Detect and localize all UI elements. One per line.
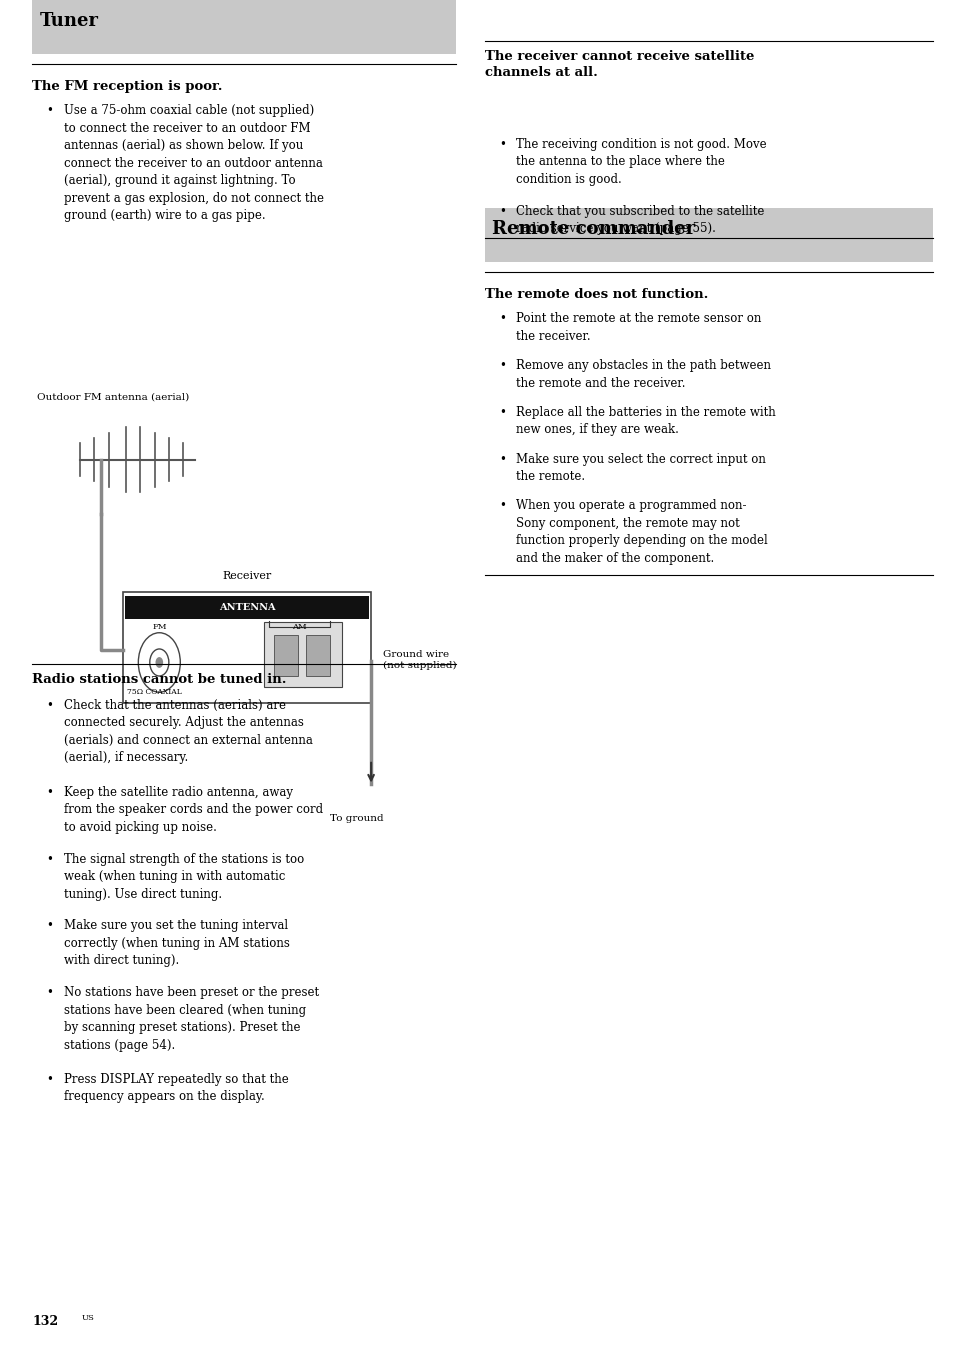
Text: Radio stations cannot be tuned in.: Radio stations cannot be tuned in.	[32, 673, 287, 687]
Text: Press DISPLAY repeatedly so that the
frequency appears on the display.: Press DISPLAY repeatedly so that the fre…	[64, 1073, 289, 1103]
Text: •: •	[47, 699, 53, 713]
Text: Remove any obstacles in the path between
the remote and the receiver.: Remove any obstacles in the path between…	[516, 360, 770, 389]
Text: The receiver cannot receive satellite
channels at all.: The receiver cannot receive satellite ch…	[484, 50, 753, 78]
Bar	[264, 622, 342, 687]
Text: Receiver: Receiver	[222, 572, 272, 581]
Text: •: •	[47, 786, 53, 799]
Bar	[125, 596, 369, 619]
Text: •: •	[498, 453, 505, 465]
Text: •: •	[47, 919, 53, 933]
Text: 75Ω COAXIAL: 75Ω COAXIAL	[127, 688, 181, 696]
Text: •: •	[498, 360, 505, 372]
Bar	[274, 635, 297, 676]
Text: Replace all the batteries in the remote with
new ones, if they are weak.: Replace all the batteries in the remote …	[516, 406, 775, 437]
Text: Point the remote at the remote sensor on
the receiver.: Point the remote at the remote sensor on…	[516, 312, 760, 343]
Text: FM: FM	[152, 623, 167, 631]
Text: Outdoor FM antenna (aerial): Outdoor FM antenna (aerial)	[37, 392, 190, 402]
Bar	[306, 635, 330, 676]
Text: Make sure you select the correct input on
the remote.: Make sure you select the correct input o…	[516, 453, 765, 483]
Text: To ground: To ground	[330, 814, 383, 823]
Text: Remote commander: Remote commander	[492, 220, 695, 238]
Text: •: •	[47, 104, 53, 118]
Text: •: •	[498, 406, 505, 419]
Text: No stations have been preset or the preset
stations have been cleared (when tuni: No stations have been preset or the pres…	[64, 986, 318, 1052]
Text: The FM reception is poor.: The FM reception is poor.	[32, 80, 223, 93]
Text: 132: 132	[32, 1314, 58, 1328]
Text: •: •	[47, 853, 53, 865]
Text: •: •	[47, 1073, 53, 1086]
Bar	[32, 0, 456, 54]
Text: •: •	[498, 204, 505, 218]
Text: The remote does not function.: The remote does not function.	[484, 288, 707, 301]
Text: Ground wire
(not supplied): Ground wire (not supplied)	[382, 650, 456, 671]
Bar	[484, 208, 932, 262]
Text: ANTENNA: ANTENNA	[218, 603, 275, 612]
Text: The signal strength of the stations is too
weak (when tuning in with automatic
t: The signal strength of the stations is t…	[64, 853, 304, 900]
Text: •: •	[47, 986, 53, 999]
Text: When you operate a programmed non-
Sony component, the remote may not
function p: When you operate a programmed non- Sony …	[516, 499, 767, 565]
Text: •: •	[498, 138, 505, 151]
Text: Make sure you set the tuning interval
correctly (when tuning in AM stations
with: Make sure you set the tuning interval co…	[64, 919, 290, 968]
Text: •: •	[498, 312, 505, 326]
Text: Tuner: Tuner	[40, 12, 99, 30]
Circle shape	[155, 657, 163, 668]
Text: Keep the satellite radio antenna, away
from the speaker cords and the power cord: Keep the satellite radio antenna, away f…	[64, 786, 323, 834]
Text: Check that the antennas (aerials) are
connected securely. Adjust the antennas
(a: Check that the antennas (aerials) are co…	[64, 699, 313, 764]
Text: US: US	[82, 1314, 94, 1322]
Text: Check that you subscribed to the satellite
radio service you want (page 55).: Check that you subscribed to the satelli…	[516, 204, 763, 235]
Bar	[123, 592, 371, 703]
Text: •: •	[498, 499, 505, 512]
Text: The receiving condition is not good. Move
the antenna to the place where the
con: The receiving condition is not good. Mov…	[516, 138, 766, 187]
Text: AM: AM	[292, 623, 307, 631]
Text: Use a 75-ohm coaxial cable (not supplied)
to connect the receiver to an outdoor : Use a 75-ohm coaxial cable (not supplied…	[64, 104, 324, 222]
